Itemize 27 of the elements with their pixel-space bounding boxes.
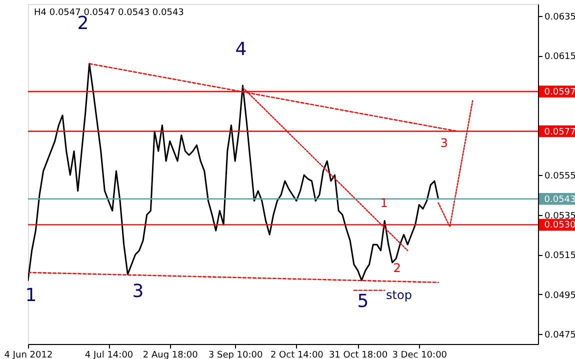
x-tick-label: 3 Sep 10:00 (208, 350, 264, 359)
x-tick-label: 4 Jun 2012 (4, 350, 53, 359)
annotation: 5 (357, 291, 369, 312)
x-tick-label: 2 Aug 18:00 (142, 350, 198, 359)
annotation: 3 (132, 281, 144, 302)
x-tick-label: 4 Jul 14:00 (84, 350, 134, 359)
annotation: stop (386, 288, 412, 302)
y-tick-label: 0.0475 (544, 330, 575, 341)
annotation: 2 (393, 261, 401, 275)
annotation: 4 (235, 39, 247, 60)
y-tick-label: 0.0635 (544, 12, 575, 22)
y-tick-label: 0.0555 (544, 171, 575, 182)
x-tick-label: 3 Dec 10:00 (392, 350, 448, 359)
ref-line-label: 0.0530 (544, 220, 575, 231)
x-tick-label: 2 Oct 14:00 (270, 350, 324, 359)
ref-line-label: 0.0597 (544, 87, 575, 98)
line-series (28, 62, 440, 282)
y-tick-label: 0.0515 (544, 251, 575, 262)
y-tick-label: 0.0615 (544, 52, 575, 62)
y-tick-label: 0.0535 (544, 211, 575, 222)
x-tick-label: 31 Oct 18:00 (328, 350, 388, 359)
annotation: 3 (440, 136, 448, 150)
ref-line-label: 0.0577 (544, 127, 575, 138)
y-tick-label: 0.0495 (544, 290, 575, 301)
annotation: 1 (380, 196, 388, 210)
annotation: 1 (25, 285, 37, 306)
ref-line-label: 0.0543 (544, 194, 575, 205)
